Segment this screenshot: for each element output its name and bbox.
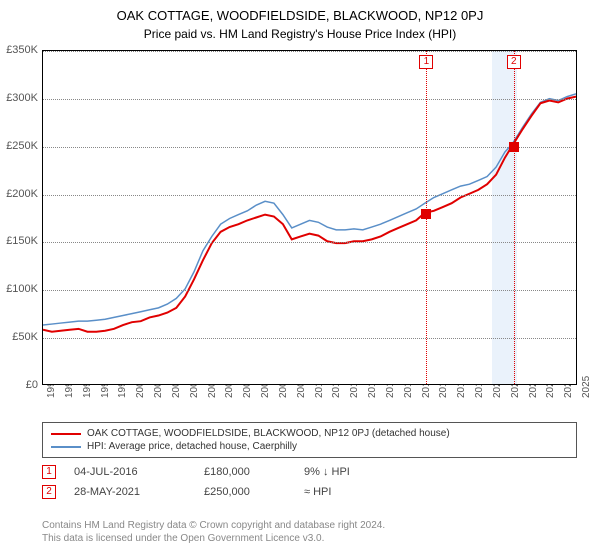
y-tick-label: £0 [0,379,38,391]
line-series [43,51,576,384]
chart-title: OAK COTTAGE, WOODFIELDSIDE, BLACKWOOD, N… [0,0,600,23]
sales-row-date: 04-JUL-2016 [74,466,204,478]
legend-item-red: OAK COTTAGE, WOODFIELDSIDE, BLACKWOOD, N… [51,427,568,440]
legend-item-blue: HPI: Average price, detached house, Caer… [51,440,568,453]
x-tick-label: 2025 [581,376,592,398]
sales-row-tag: 1 [42,465,56,479]
chart-container: OAK COTTAGE, WOODFIELDSIDE, BLACKWOOD, N… [0,0,600,560]
y-tick-label: £150K [0,235,38,247]
gridline-h [43,147,576,148]
sales-row-pct: 9% ↓ HPI [304,466,409,478]
sales-row-price: £180,000 [204,466,304,478]
gridline-h [43,99,576,100]
legend-label-blue: HPI: Average price, detached house, Caer… [87,441,297,452]
sale-marker-line [514,51,515,384]
sales-row-date: 28-MAY-2021 [74,486,204,498]
gridline-h [43,242,576,243]
legend-label-red: OAK COTTAGE, WOODFIELDSIDE, BLACKWOOD, N… [87,428,450,439]
y-tick-label: £350K [0,44,38,56]
sales-row: 2 28-MAY-2021£250,000≈ HPI [42,482,577,502]
footer-line2: This data is licensed under the Open Gov… [42,532,385,545]
footer-line1: Contains HM Land Registry data © Crown c… [42,519,385,532]
legend-swatch-red [51,433,81,435]
gridline-h [43,338,576,339]
sale-marker-tag: 1 [419,55,433,69]
plot-area: 12 [42,50,577,385]
sales-row-tag: 2 [42,485,56,499]
legend-swatch-blue [51,446,81,448]
y-tick-label: £300K [0,92,38,104]
footer: Contains HM Land Registry data © Crown c… [42,519,385,545]
sale-marker-tag: 2 [507,55,521,69]
y-tick-label: £50K [0,331,38,343]
y-tick-label: £100K [0,283,38,295]
chart-subtitle: Price paid vs. HM Land Registry's House … [0,23,600,41]
gridline-h [43,51,576,52]
sales-row: 1 04-JUL-2016£180,0009% ↓ HPI [42,462,577,482]
y-tick-label: £200K [0,188,38,200]
series-red [43,97,576,332]
sales-row-price: £250,000 [204,486,304,498]
gridline-h [43,195,576,196]
y-tick-label: £250K [0,140,38,152]
sales-table: 1 04-JUL-2016£180,0009% ↓ HPI 2 28-MAY-2021… [42,462,577,502]
gridline-h [43,290,576,291]
legend: OAK COTTAGE, WOODFIELDSIDE, BLACKWOOD, N… [42,422,577,458]
sale-marker-dot [509,142,519,152]
sales-row-pct: ≈ HPI [304,486,409,498]
sale-marker-dot [421,209,431,219]
